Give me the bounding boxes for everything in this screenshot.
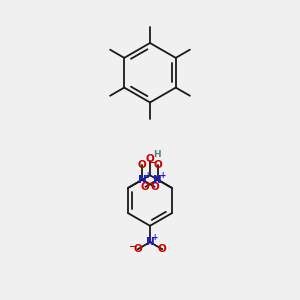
Text: O: O [158,244,167,254]
Text: +: + [159,171,166,180]
Text: N: N [153,175,162,185]
Text: N: N [146,237,154,247]
Text: H: H [153,150,161,159]
Text: −: − [145,179,152,188]
Text: N: N [138,175,147,185]
Text: O: O [141,182,150,192]
Text: +: + [152,233,158,242]
Text: O: O [138,160,147,170]
Text: −: − [128,242,136,251]
Text: +: + [144,171,150,180]
Text: O: O [146,154,154,164]
Text: −: − [148,158,155,167]
Text: O: O [153,160,162,170]
Text: O: O [150,182,159,192]
Text: O: O [133,244,142,254]
